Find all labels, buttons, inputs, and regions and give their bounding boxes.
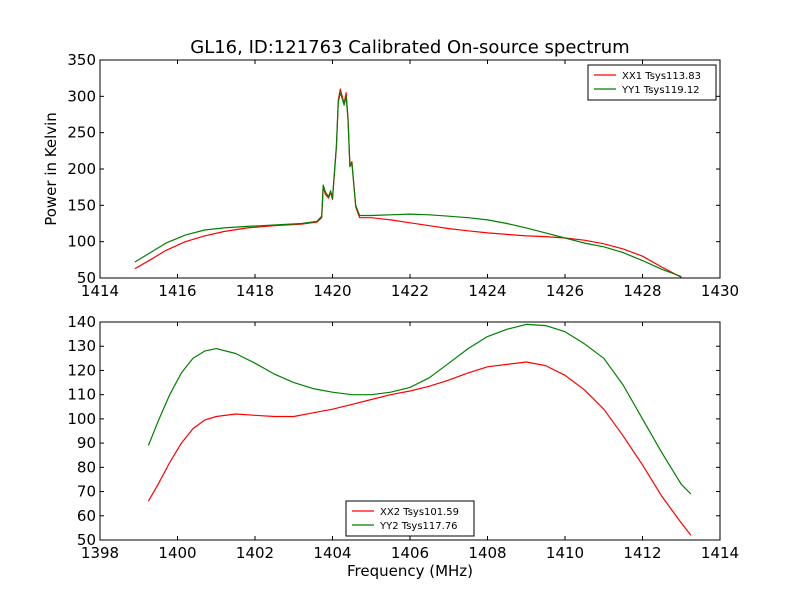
x-tick-label: 1424 bbox=[468, 282, 506, 300]
y-tick-label: 250 bbox=[67, 124, 96, 142]
legend-entry-label: XX1 Tsys113.83 bbox=[622, 71, 701, 82]
x-tick-label: 1406 bbox=[391, 544, 429, 562]
x-axis-label: Frequency (MHz) bbox=[347, 562, 473, 580]
bottom-spectrum-panel: 1398 1400 1402 1404 1406 1408 1410 1412 1414 50 60… bbox=[67, 313, 739, 580]
y-tick-label: 200 bbox=[67, 160, 96, 178]
x-tick-label: 1418 bbox=[236, 282, 274, 300]
x-tick-label: 1414 bbox=[701, 544, 739, 562]
x-tick-label: 1398 bbox=[81, 544, 119, 562]
y-tick-label: 50 bbox=[77, 269, 96, 287]
chart-title: GL16, ID:121763 Calibrated On-source spe… bbox=[190, 37, 629, 58]
y-axis-label: Power in Kelvin bbox=[42, 112, 60, 226]
y-tick-label: 60 bbox=[77, 507, 96, 525]
y-tick-label: 70 bbox=[77, 483, 96, 501]
y-tick-label: 110 bbox=[67, 386, 96, 404]
x-tick-label: 1414 bbox=[81, 282, 119, 300]
legend: XX1 Tsys113.83 YY1 Tsys119.12 bbox=[587, 64, 717, 101]
y-tick-label: 80 bbox=[77, 458, 96, 476]
x-tick-label: 1422 bbox=[391, 282, 429, 300]
x-tick-label: 1416 bbox=[158, 282, 196, 300]
y-tick-label: 140 bbox=[67, 313, 96, 331]
y-tick-label: 130 bbox=[67, 337, 96, 355]
x-tick-label: 1408 bbox=[468, 544, 506, 562]
series-line-xx2 bbox=[147, 361, 692, 536]
x-tick-label: 1400 bbox=[158, 544, 196, 562]
legend-entry-label: YY2 Tsys117.76 bbox=[379, 521, 458, 532]
legend: XX2 Tsys101.59 YY2 Tsys117.76 bbox=[345, 500, 475, 537]
x-tick-label: 1426 bbox=[546, 282, 584, 300]
legend-box bbox=[587, 64, 717, 101]
x-tick-label: 1420 bbox=[313, 282, 351, 300]
legend-entry-label: XX2 Tsys101.59 bbox=[380, 507, 459, 518]
x-tick-label: 1402 bbox=[236, 544, 274, 562]
legend-box bbox=[345, 500, 475, 537]
y-tick-label: 120 bbox=[67, 361, 96, 379]
x-tick-label: 1430 bbox=[701, 282, 739, 300]
y-tick-label: 50 bbox=[77, 531, 96, 549]
legend-entry-label: YY1 Tsys119.12 bbox=[621, 85, 700, 96]
y-tick-label: 90 bbox=[77, 434, 96, 452]
top-spectrum-panel: 1414 1416 1418 1420 1422 1424 1426 1428 1430 50 10… bbox=[42, 51, 739, 300]
y-tick-label: 300 bbox=[67, 87, 96, 105]
x-tick-label: 1410 bbox=[546, 544, 584, 562]
y-tick-label: 100 bbox=[67, 233, 96, 251]
x-tick-label: 1412 bbox=[623, 544, 661, 562]
x-tick-label: 1428 bbox=[623, 282, 661, 300]
x-tick-label: 1404 bbox=[313, 544, 351, 562]
y-tick-label: 150 bbox=[67, 196, 96, 214]
y-tick-label: 100 bbox=[67, 410, 96, 428]
y-tick-label: 350 bbox=[67, 51, 96, 69]
series-line-yy2 bbox=[147, 323, 692, 495]
series-line-yy1 bbox=[134, 92, 682, 278]
